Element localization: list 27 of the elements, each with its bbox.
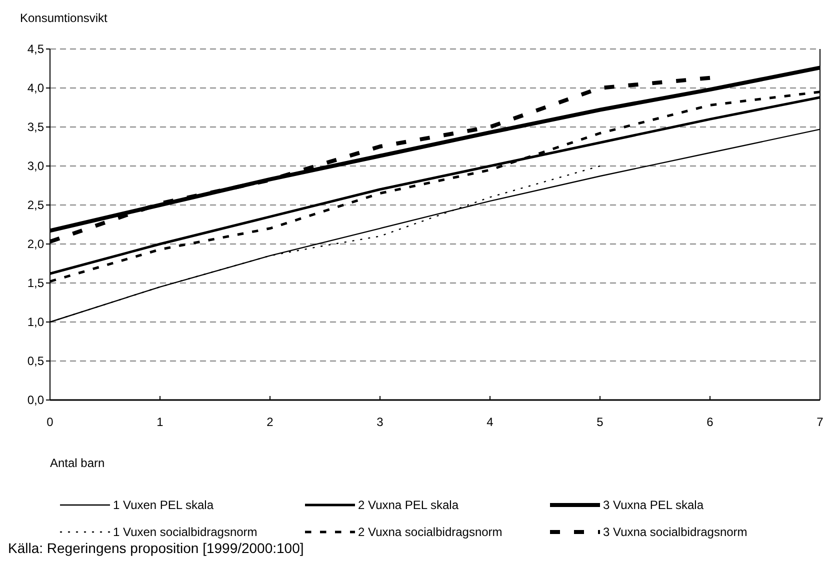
x-axis-title: Antal barn bbox=[50, 456, 105, 470]
y-tick-label: 2,0 bbox=[27, 237, 44, 251]
y-tick-label: 0,5 bbox=[27, 354, 44, 368]
x-tick-label: 3 bbox=[376, 415, 384, 429]
x-tick-label: 5 bbox=[596, 415, 604, 429]
legend-label: 2 Vuxna socialbidragsnorm bbox=[358, 525, 502, 539]
x-tick-label: 0 bbox=[46, 415, 54, 429]
legend-label: 2 Vuxna PEL skala bbox=[358, 498, 459, 512]
legend-label: 3 Vuxna PEL skala bbox=[603, 498, 704, 512]
x-tick-label: 7 bbox=[816, 415, 824, 429]
x-tick-label: 1 bbox=[156, 415, 164, 429]
legend-label: 3 Vuxna socialbidragsnorm bbox=[603, 525, 748, 539]
x-tick-label: 6 bbox=[706, 415, 714, 429]
y-tick-label: 3,0 bbox=[27, 159, 44, 173]
y-tick-label: 2,5 bbox=[27, 198, 44, 212]
y-tick-label: 1,0 bbox=[27, 315, 44, 329]
y-tick-label: 4,5 bbox=[27, 42, 44, 56]
x-tick-label: 2 bbox=[266, 415, 274, 429]
y-tick-label: 3,5 bbox=[27, 120, 44, 134]
legend-label: 1 Vuxen socialbidragsnorm bbox=[113, 525, 258, 539]
text: Källa: Regeringens proposition [1999/2000:100] bbox=[8, 540, 304, 556]
x-tick-label: 4 bbox=[486, 415, 494, 429]
legend-label: 1 Vuxen PEL skala bbox=[113, 498, 214, 512]
y-tick-label: 4,0 bbox=[27, 81, 44, 95]
y-tick-label: 1,5 bbox=[27, 276, 44, 290]
y-tick-label: 0,0 bbox=[27, 393, 44, 407]
y-axis-title: Konsumtionsvikt bbox=[20, 11, 108, 25]
